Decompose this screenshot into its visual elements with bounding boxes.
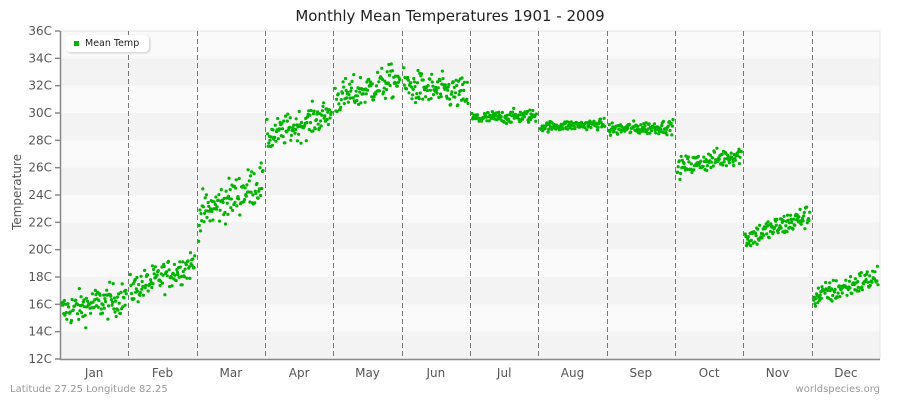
x-tick-label: Jan	[84, 366, 104, 380]
x-tick-label: May	[355, 366, 380, 380]
y-tick-label: 16C	[28, 297, 52, 311]
location-caption: Latitude 27.25 Longitude 82.25	[10, 384, 168, 395]
source-credit: worldspecies.org	[795, 384, 880, 395]
y-tick-label: 36C	[28, 24, 52, 38]
y-tick-label: 30C	[28, 106, 52, 120]
x-tick-label: Feb	[152, 366, 173, 380]
y-tick-label: 20C	[28, 243, 52, 257]
legend: Mean Temp	[66, 35, 150, 52]
x-tick-label: Oct	[699, 366, 720, 380]
y-tick-label: 32C	[28, 79, 52, 93]
grid-band	[60, 167, 880, 195]
x-tick-label: Mar	[220, 366, 243, 380]
y-tick-label: 28C	[28, 133, 52, 147]
x-tick-label: Nov	[766, 366, 789, 380]
y-tick-label: 34C	[28, 51, 52, 65]
chart-title: Monthly Mean Temperatures 1901 - 2009	[295, 7, 605, 25]
x-tick-label: Jun	[425, 366, 445, 380]
legend-label: Mean Temp	[85, 38, 140, 49]
y-tick-label: 24C	[28, 188, 52, 202]
x-tick-label: Apr	[289, 366, 310, 380]
y-tick-label: 12C	[28, 352, 52, 366]
x-tick-label: Aug	[561, 366, 584, 380]
y-axis-label: Temperature	[10, 154, 24, 231]
x-tick-label: Sep	[630, 366, 653, 380]
legend-swatch-icon	[74, 41, 79, 46]
x-tick-label: Dec	[834, 366, 857, 380]
x-tick-label: Jul	[496, 366, 511, 380]
y-tick-label: 18C	[28, 270, 52, 284]
y-tick-label: 14C	[28, 325, 52, 339]
y-tick-label: 22C	[28, 215, 52, 229]
y-tick-label: 26C	[28, 161, 52, 175]
